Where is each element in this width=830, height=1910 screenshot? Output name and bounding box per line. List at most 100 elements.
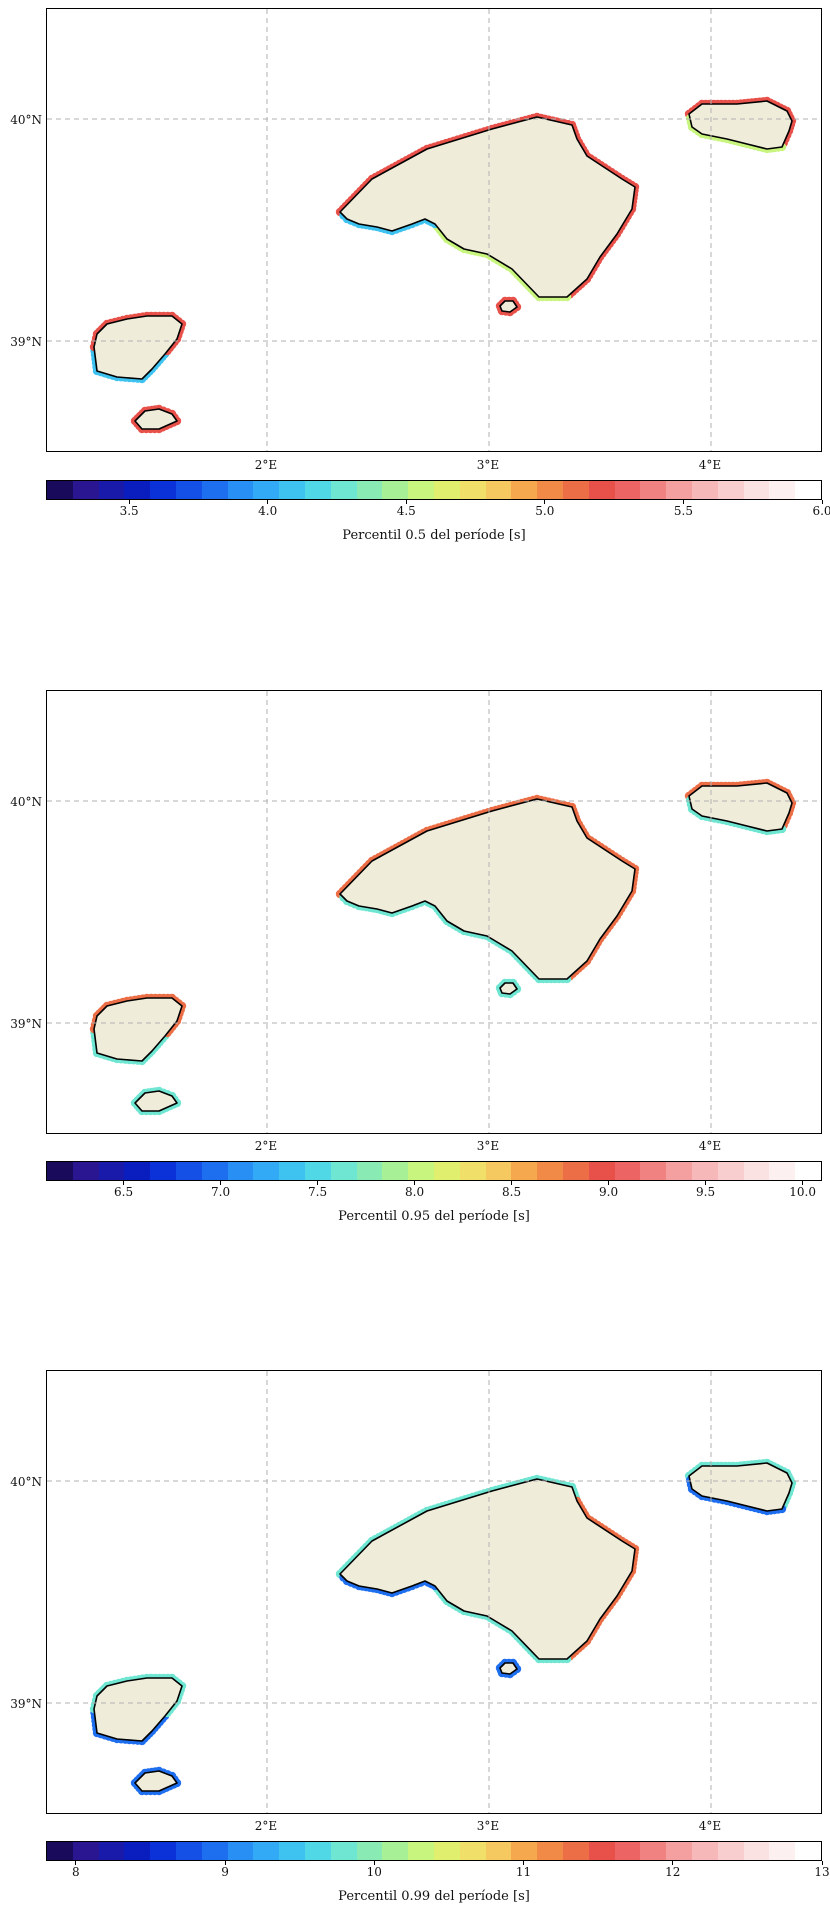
colorbar-swatch	[304, 481, 331, 499]
lon-label-4e: 4°E	[698, 1819, 722, 1833]
colorbar-swatch	[124, 481, 151, 499]
lat-label-40: 40°N	[10, 113, 42, 127]
lat-label-39: 39°N	[10, 335, 42, 349]
island-formentera	[134, 1090, 178, 1112]
lon-label-3e: 3°E	[476, 1139, 500, 1153]
colorbar-swatch	[614, 1162, 641, 1180]
colorbar-swatch	[408, 481, 434, 499]
colorbar-swatch	[175, 1162, 202, 1180]
island-ibiza	[93, 1677, 183, 1742]
island-menorca	[688, 782, 793, 832]
colorbar-tick-label: 13	[814, 1865, 830, 1879]
colorbar-swatch	[588, 1842, 615, 1860]
colorbar-swatch	[201, 1842, 228, 1860]
colorbar-swatch	[537, 481, 563, 499]
island-ibiza	[93, 315, 183, 380]
island-ibiza	[93, 997, 183, 1062]
colorbar-tick-label: 5.0	[535, 504, 555, 518]
colorbar-tick-label: 7.0	[211, 1185, 231, 1199]
colorbar-tick-label: 10.0	[789, 1185, 816, 1199]
colorbar-swatch	[588, 481, 615, 499]
colorbar-swatch	[666, 1162, 692, 1180]
colorbar-tick-label: 4.0	[258, 504, 278, 518]
colorbar-swatch	[150, 1842, 176, 1860]
colorbar-swatch	[769, 1162, 796, 1180]
island-mallorca	[339, 798, 636, 980]
colorbar-swatch	[691, 481, 718, 499]
map-axes	[46, 8, 822, 452]
colorbar-tick-label: 9.5	[696, 1185, 716, 1199]
colorbar-tick-mark	[405, 500, 407, 504]
colorbar-swatch	[562, 1842, 589, 1860]
colorbar-swatch	[304, 1162, 331, 1180]
colorbar-tick-mark	[220, 1181, 222, 1185]
colorbar-swatch	[769, 1842, 796, 1860]
lat-label-40: 40°N	[10, 795, 42, 809]
colorbar-tick-label: 6.0	[812, 504, 830, 518]
colorbar-tick-mark	[75, 1861, 77, 1865]
colorbar-swatch	[124, 1162, 151, 1180]
lon-label-4e: 4°E	[698, 458, 722, 472]
colorbar-swatch	[253, 1842, 280, 1860]
island-cabrera	[499, 1662, 518, 1675]
colorbar-label: Percentil 0.99 del període [s]	[338, 1889, 530, 1904]
colorbar-tick-mark	[802, 1181, 804, 1185]
colorbar-swatch	[98, 481, 125, 499]
colorbar-swatch	[795, 1842, 821, 1860]
colorbar-tick-mark	[682, 500, 684, 504]
colorbar-swatch	[691, 1162, 718, 1180]
lat-label-39: 39°N	[10, 1697, 42, 1711]
colorbar-tick-mark	[523, 1861, 525, 1865]
colorbar-swatch	[124, 1842, 151, 1860]
colorbar-swatch	[72, 1162, 99, 1180]
colorbar-swatch	[98, 1162, 125, 1180]
colorbar-tick-mark	[317, 1181, 319, 1185]
colorbar-tick-mark	[128, 500, 130, 504]
colorbar-swatch	[511, 1162, 538, 1180]
colorbar-tick-mark	[821, 1861, 823, 1865]
colorbar-swatch	[72, 1842, 99, 1860]
lon-label-3e: 3°E	[476, 1819, 500, 1833]
colorbar-swatch	[201, 481, 228, 499]
colorbar-swatch	[47, 1842, 73, 1860]
colorbar-swatch	[330, 1842, 357, 1860]
colorbar-tick-mark	[373, 1861, 375, 1865]
colorbar-swatch	[485, 1842, 512, 1860]
lon-label-2e: 2°E	[254, 1819, 278, 1833]
island-menorca	[688, 100, 793, 150]
colorbar-swatch	[47, 1162, 73, 1180]
colorbar-swatch	[382, 1842, 409, 1860]
colorbar-swatch	[562, 481, 589, 499]
colorbar-swatch	[666, 1842, 692, 1860]
colorbar-tick-mark	[544, 500, 546, 504]
colorbar-tick-label: 5.5	[673, 504, 693, 518]
colorbar-swatch	[356, 1842, 383, 1860]
colorbar-swatch	[640, 481, 667, 499]
colorbar-swatch	[408, 1842, 434, 1860]
lat-label-40: 40°N	[10, 1475, 42, 1489]
colorbar	[46, 1841, 822, 1861]
lon-label-4e: 4°E	[698, 1139, 722, 1153]
colorbar-swatch	[279, 1162, 305, 1180]
colorbar-swatch	[408, 1162, 434, 1180]
colorbar-tick-label: 7.5	[308, 1185, 328, 1199]
colorbar-swatch	[485, 1162, 512, 1180]
colorbar-swatch	[537, 1162, 563, 1180]
colorbar-swatch	[227, 481, 254, 499]
colorbar-swatch	[743, 1842, 770, 1860]
colorbar-swatch	[666, 481, 692, 499]
colorbar-tick-label: 9	[221, 1865, 229, 1879]
colorbar-swatch	[459, 1842, 486, 1860]
map-axes	[46, 690, 822, 1134]
map-canvas	[47, 691, 821, 1133]
colorbar-swatch	[382, 1162, 409, 1180]
colorbar-swatch	[795, 1162, 821, 1180]
colorbar-swatch	[304, 1842, 331, 1860]
colorbar-swatch	[795, 481, 821, 499]
colorbar-swatch	[150, 1162, 176, 1180]
lon-label-2e: 2°E	[254, 458, 278, 472]
colorbar-tick-label: 8.5	[502, 1185, 522, 1199]
colorbar-swatch	[640, 1842, 667, 1860]
colorbar-swatch	[98, 1842, 125, 1860]
colorbar-swatch	[330, 481, 357, 499]
